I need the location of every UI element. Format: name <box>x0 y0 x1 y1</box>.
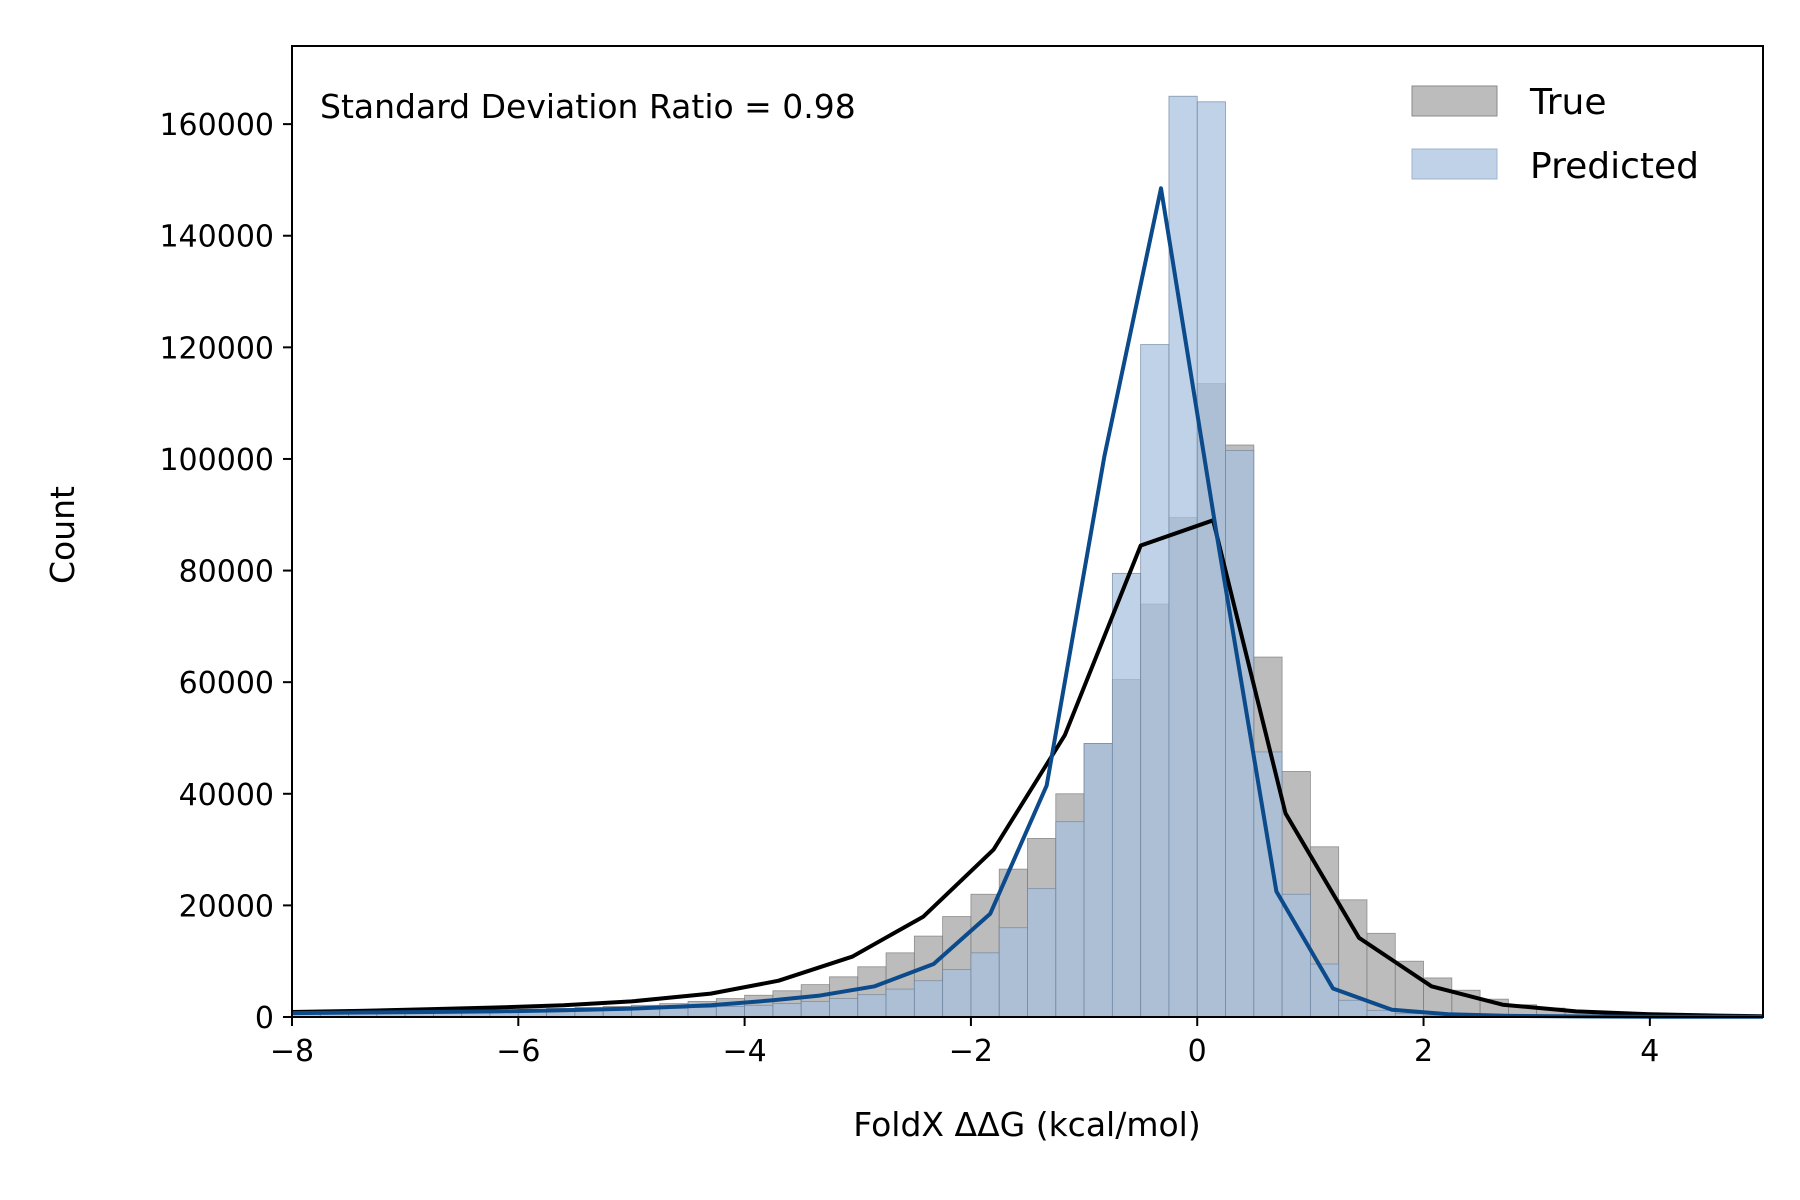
y-tick-label: 140000 <box>159 220 274 255</box>
predicted-bar <box>1140 344 1170 1018</box>
predicted-bar <box>800 1000 830 1018</box>
predicted-bar <box>659 1007 689 1018</box>
x-tick-label: −6 <box>496 1034 540 1069</box>
std-ratio-annotation: Standard Deviation Ratio = 0.98 <box>320 87 856 126</box>
x-tick-label: 0 <box>1188 1034 1207 1069</box>
y-tick-label: 20000 <box>179 889 274 924</box>
predicted-bar <box>857 994 887 1018</box>
predicted-bar <box>942 969 972 1018</box>
x-tick-label: −4 <box>722 1034 766 1069</box>
predicted-bar <box>687 1007 717 1018</box>
x-tick-label: −8 <box>270 1034 314 1069</box>
predicted-bar <box>913 980 944 1018</box>
x-axis-ticks: −8 −6 −4 −2 0 2 4 <box>270 1017 1659 1069</box>
y-axis-ticks: 0 20000 40000 60000 80000 100000 120000 140000 1… <box>159 108 292 1036</box>
legend-predicted-label: Predicted <box>1530 146 1699 187</box>
predicted-bar <box>1083 743 1113 1018</box>
y-tick-label: 120000 <box>159 331 274 366</box>
legend-true-label: True <box>1529 82 1606 123</box>
predicted-histogram-bars <box>291 95 1764 1018</box>
x-tick-label: −2 <box>949 1034 993 1069</box>
predicted-bar <box>1338 999 1368 1018</box>
x-axis-label: FoldX ΔΔG (kcal/mol) <box>853 1105 1200 1144</box>
y-tick-label: 0 <box>255 1001 274 1036</box>
legend-true-swatch <box>1411 85 1498 117</box>
predicted-bar <box>885 988 915 1018</box>
y-tick-label: 60000 <box>179 666 274 701</box>
predicted-bar <box>1111 572 1142 1018</box>
legend-predicted-swatch <box>1411 148 1498 180</box>
y-tick-label: 160000 <box>159 108 274 143</box>
predicted-bar <box>1027 888 1057 1018</box>
predicted-bar <box>1281 893 1311 1018</box>
y-tick-label: 100000 <box>159 443 274 478</box>
predicted-bar <box>772 1003 802 1018</box>
plot-frame <box>291 45 1764 1018</box>
predicted-bar <box>829 998 859 1018</box>
y-axis-label: Count <box>43 486 82 584</box>
predicted-bar <box>970 952 1000 1018</box>
x-tick-label: 4 <box>1640 1034 1659 1069</box>
legend: True Predicted <box>1411 82 1699 187</box>
predicted-density-line <box>291 186 1764 1019</box>
true-density-line <box>291 518 1764 1019</box>
predicted-bar <box>998 927 1028 1018</box>
density-lines <box>291 186 1764 1019</box>
x-tick-label: 2 <box>1414 1034 1433 1069</box>
predicted-bar <box>744 1004 774 1018</box>
y-tick-label: 80000 <box>179 555 274 590</box>
predicted-bar <box>1168 95 1198 1018</box>
predicted-bar <box>1055 821 1085 1018</box>
y-tick-label: 40000 <box>179 778 274 813</box>
predicted-bar <box>715 1005 746 1018</box>
